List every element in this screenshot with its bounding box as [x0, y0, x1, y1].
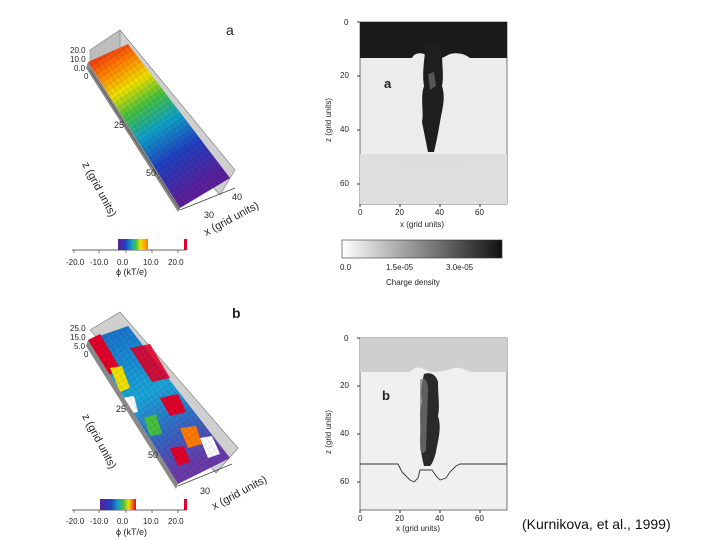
surface-a-z-tick: 50	[146, 168, 157, 178]
colorbar-charge-tick: 0.0	[340, 263, 352, 272]
colorbar-phi-b-tick: 20.0	[168, 517, 184, 526]
surface-a-z-tick: 25	[114, 120, 125, 130]
density-map-b-graphic	[357, 337, 508, 513]
surface-a-x-tick: 30	[204, 210, 215, 220]
surface-b-height-tick: 0	[84, 350, 89, 359]
surface-b-x-tick: 30	[200, 486, 211, 496]
colorbar-phi-b-label: ϕ (kT/e)	[116, 527, 148, 537]
density-b-x-tick: 40	[435, 514, 444, 523]
surface-b-height-tick: 15.0	[70, 333, 86, 342]
surface-b-graphic	[86, 311, 239, 489]
citation: (Kurnikova, et al., 1999)	[522, 516, 671, 532]
density-a-y-tick: 0	[344, 18, 349, 27]
colorbar-phi-b-tick: -20.0	[66, 517, 85, 526]
colorbar-charge-tick: 3.0e-05	[446, 263, 474, 272]
density-b-x-tick: 20	[395, 514, 404, 523]
colorbar-phi-a-tick: -20.0	[66, 258, 85, 267]
density-b-y-tick: 40	[340, 429, 349, 438]
density-a-x-tick: 40	[435, 208, 444, 217]
colorbar-phi-b-tick: 0.0	[117, 517, 129, 526]
panel-a-letter: a	[226, 22, 234, 38]
colorbar-charge-graphic	[341, 239, 503, 259]
density-a-y-tick: 20	[340, 71, 349, 80]
surface-a-height-tick: 0.0	[74, 64, 86, 73]
density-a-x-tick: 60	[475, 208, 484, 217]
surface-b-height-tick: 25.0	[70, 324, 86, 333]
surface-a-height-tick: 10.0	[70, 55, 86, 64]
colorbar-phi-a-tick: -10.0	[90, 258, 109, 267]
density-a-ylabel: z (grid units)	[324, 97, 333, 142]
density-b-y-tick: 60	[340, 477, 349, 486]
density-b-letter: b	[382, 388, 390, 403]
surface-plot-a: 20.0 10.0 0.0 0 25 50 z (grid units) 30 …	[60, 20, 261, 250]
density-b-y-tick: 20	[340, 381, 349, 390]
surface-b-z-tick: 50	[148, 450, 159, 460]
colorbar-phi-b-tick: 10.0	[143, 517, 159, 526]
density-b-y-tick: 0	[344, 334, 349, 343]
density-b-xlabel: x (grid units)	[396, 524, 441, 533]
colorbar-charge-tick: 1.5e-05	[386, 263, 414, 272]
density-a-x-tick: 20	[395, 208, 404, 217]
density-b-x-tick: 60	[475, 514, 484, 523]
density-b-ylabel: z (grid units)	[324, 409, 333, 454]
colorbar-phi-a-tick: 10.0	[143, 258, 159, 267]
surface-b-height-tick: 5.0	[74, 342, 86, 351]
density-b-x-tick: 0	[358, 514, 363, 523]
surface-a-x-tick: 40	[232, 192, 243, 202]
density-a-xlabel: x (grid units)	[400, 220, 445, 229]
surface-a-graphic	[86, 29, 236, 212]
colorbar-phi-a-label: ϕ (kT/e)	[116, 267, 148, 277]
colorbar-phi-b-tick: -10.0	[90, 517, 109, 526]
density-a-y-tick: 60	[340, 179, 349, 188]
density-map-a: a 0 20 40 60 z (grid units) 0 20 40 60 x…	[320, 14, 520, 234]
panel-b-letter: b	[232, 305, 241, 321]
colorbar-phi-a: -20.0 -10.0 0.0 10.0 20.0 ϕ (kT/e)	[64, 236, 194, 277]
surface-a-height-tick: 0	[84, 72, 89, 81]
density-map-a-graphic	[357, 21, 508, 207]
density-a-letter: a	[384, 76, 392, 91]
colorbar-charge: 0.0 1.5e-05 3.0e-05 Charge density	[340, 238, 506, 292]
colorbar-phi-b-graphic	[72, 499, 187, 513]
density-a-y-tick: 40	[340, 125, 349, 134]
surface-b-z-tick: 25	[116, 404, 127, 414]
surface-a-height-tick: 20.0	[70, 46, 86, 55]
colorbar-phi-a-graphic	[72, 239, 187, 253]
colorbar-phi-b: -20.0 -10.0 0.0 10.0 20.0 ϕ (kT/e)	[64, 496, 194, 538]
density-a-x-tick: 0	[358, 208, 363, 217]
colorbar-phi-a-tick: 0.0	[117, 258, 129, 267]
surface-plot-b: 25.0 15.0 5.0 0 25 50 z (grid units) 30 …	[60, 308, 269, 513]
colorbar-phi-a-tick: 20.0	[168, 258, 184, 267]
density-map-b: b 0 20 40 60 z (grid units) 0 20 40 60 x…	[320, 330, 520, 536]
colorbar-charge-label: Charge density	[386, 278, 440, 287]
